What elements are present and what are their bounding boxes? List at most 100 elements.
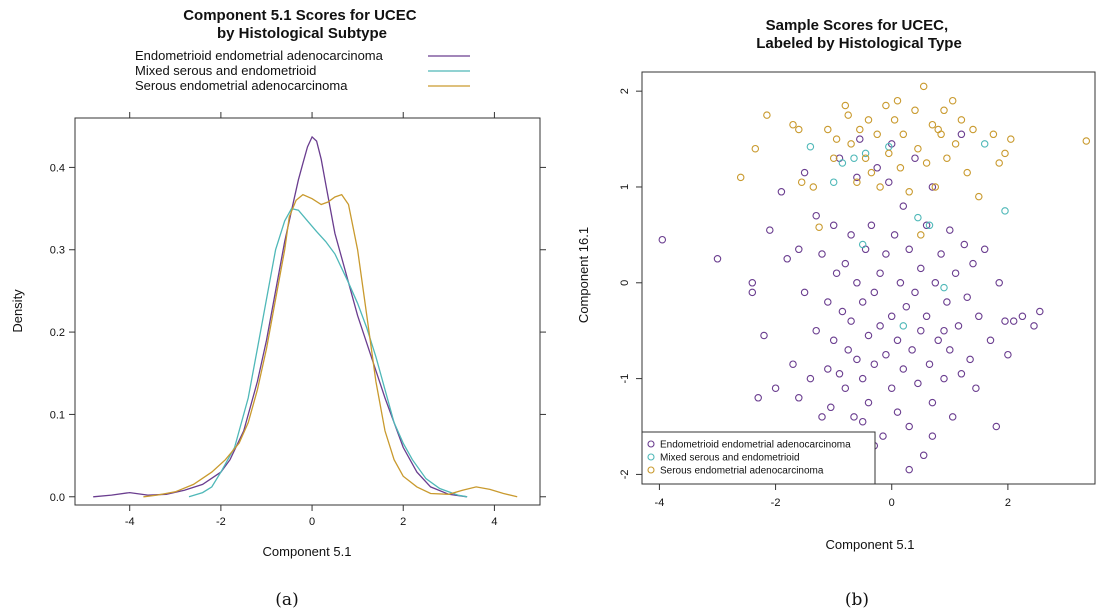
scatter-point-serous-endometrial-adenocarcinoma bbox=[914, 144, 922, 153]
scatter-point-serous-endometrial-adenocarcinoma bbox=[948, 96, 957, 105]
legend-label-serous-endometrial-adenocarcinoma: Serous endometrial adenocarcinoma bbox=[135, 78, 348, 93]
scatter-point-endometrioid-endometrial-adenocarcinoma bbox=[858, 417, 867, 426]
scatter-point-endometrioid-endometrial-adenocarcinoma bbox=[905, 422, 913, 431]
scatter-point-endometrioid-endometrial-adenocarcinoma bbox=[841, 384, 850, 392]
density-chart-title-line-2: by Histological Subtype bbox=[217, 25, 387, 42]
scatter-point-serous-endometrial-adenocarcinoma bbox=[917, 231, 925, 239]
scatter-point-endometrioid-endometrial-adenocarcinoma bbox=[870, 360, 879, 368]
scatter-point-endometrioid-endometrial-adenocarcinoma bbox=[887, 384, 896, 392]
scatter-point-endometrioid-endometrial-adenocarcinoma bbox=[899, 365, 908, 373]
scatter-point-endometrioid-endometrial-adenocarcinoma bbox=[937, 250, 945, 258]
density-y-axis: 0.0 0.1 0.2 0.3 0.4 bbox=[50, 162, 546, 504]
y-tick-label: 0.3 bbox=[50, 245, 65, 257]
scatter-point-serous-endometrial-adenocarcinoma bbox=[844, 111, 852, 119]
scatter-point-endometrioid-endometrial-adenocarcinoma bbox=[1030, 322, 1038, 330]
scatter-point-serous-endometrial-adenocarcinoma bbox=[951, 140, 960, 148]
scatter-point-endometrioid-endometrial-adenocarcinoma bbox=[905, 465, 913, 474]
scatter-point-endometrioid-endometrial-adenocarcinoma bbox=[847, 317, 855, 325]
scatter-point-endometrioid-endometrial-adenocarcinoma bbox=[844, 346, 852, 354]
scatter-point-endometrioid-endometrial-adenocarcinoma bbox=[943, 298, 951, 306]
scatter-point-mixed-serous-and-endometrioid bbox=[861, 149, 870, 158]
scatter-point-endometrioid-endometrial-adenocarcinoma bbox=[914, 379, 922, 388]
scatter-point-endometrioid-endometrial-adenocarcinoma bbox=[896, 279, 905, 287]
density-chart-panel: Component 5.1 Scores for UCEC by Histolo… bbox=[10, 7, 546, 610]
scatter-point-endometrioid-endometrial-adenocarcinoma bbox=[922, 312, 931, 321]
x-tick-label: -2 bbox=[771, 497, 781, 509]
scatter-point-endometrioid-endometrial-adenocarcinoma bbox=[948, 413, 957, 421]
scatter-point-endometrioid-endometrial-adenocarcinoma bbox=[946, 226, 954, 234]
scatter-point-endometrioid-endometrial-adenocarcinoma bbox=[806, 374, 815, 383]
scatter-point-endometrioid-endometrial-adenocarcinoma bbox=[861, 245, 870, 254]
scatter-point-serous-endometrial-adenocarcinoma bbox=[751, 144, 760, 153]
scatter-point-mixed-serous-and-endometrioid bbox=[806, 142, 815, 151]
scatter-chart-caption: (b) bbox=[845, 590, 869, 610]
scatter-point-serous-endometrial-adenocarcinoma bbox=[919, 82, 928, 91]
scatter-point-endometrioid-endometrial-adenocarcinoma bbox=[963, 293, 971, 301]
scatter-point-serous-endometrial-adenocarcinoma bbox=[876, 183, 884, 191]
y-tick-label: 0.2 bbox=[50, 327, 65, 339]
x-tick-label: -2 bbox=[216, 516, 226, 528]
scatter-point-endometrioid-endometrial-adenocarcinoma bbox=[864, 398, 873, 407]
scatter-point-endometrioid-endometrial-adenocarcinoma bbox=[879, 432, 887, 440]
scatter-point-endometrioid-endometrial-adenocarcinoma bbox=[1018, 312, 1027, 321]
scatter-chart-title: Sample Scores for UCEC, Labeled by Histo… bbox=[756, 17, 962, 52]
scatter-point-endometrioid-endometrial-adenocarcinoma bbox=[882, 350, 890, 359]
scatter-point-serous-endometrial-adenocarcinoma bbox=[847, 140, 855, 148]
scatter-y-axis-title: Component 16.1 bbox=[576, 227, 591, 323]
legend-label-endometrioid-endometrial-adenocarcinoma: Endometrioid endometrial adenocarcinoma bbox=[135, 48, 384, 63]
scatter-point-serous-endometrial-adenocarcinoma bbox=[890, 116, 899, 124]
scatter-point-endometrioid-endometrial-adenocarcinoma bbox=[850, 413, 858, 421]
scatter-point-endometrioid-endometrial-adenocarcinoma bbox=[800, 288, 809, 297]
legend-marker-mixed-serous-and-endometrioid bbox=[647, 453, 655, 461]
scatter-point-endometrioid-endometrial-adenocarcinoma bbox=[893, 408, 902, 416]
scatter-point-endometrioid-endometrial-adenocarcinoma bbox=[795, 394, 803, 402]
scatter-x-axis-title: Component 5.1 bbox=[826, 537, 915, 552]
x-tick-label: 2 bbox=[1005, 497, 1011, 509]
density-chart-caption: (a) bbox=[275, 590, 298, 610]
scatter-point-serous-endometrial-adenocarcinoma bbox=[928, 120, 937, 129]
scatter-point-endometrioid-endometrial-adenocarcinoma bbox=[986, 336, 995, 345]
scatter-point-endometrioid-endometrial-adenocarcinoma bbox=[827, 403, 835, 412]
scatter-point-serous-endometrial-adenocarcinoma bbox=[931, 183, 940, 191]
scatter-point-serous-endometrial-adenocarcinoma bbox=[815, 223, 823, 231]
legend-marker-serous-endometrial-adenocarcinoma bbox=[647, 466, 655, 474]
scatter-point-endometrioid-endometrial-adenocarcinoma bbox=[1036, 307, 1044, 316]
y-tick-label: 0 bbox=[619, 280, 631, 286]
x-tick-label: 0 bbox=[889, 497, 895, 509]
scatter-point-endometrioid-endometrial-adenocarcinoma bbox=[905, 245, 913, 254]
scatter-point-serous-endometrial-adenocarcinoma bbox=[975, 192, 983, 201]
scatter-point-endometrioid-endometrial-adenocarcinoma bbox=[899, 202, 908, 210]
scatter-point-serous-endometrial-adenocarcinoma bbox=[995, 159, 1003, 167]
scatter-point-serous-endometrial-adenocarcinoma bbox=[864, 116, 873, 124]
scatter-point-endometrioid-endometrial-adenocarcinoma bbox=[917, 264, 925, 273]
scatter-point-endometrioid-endometrial-adenocarcinoma bbox=[969, 259, 977, 268]
y-tick-label: 2 bbox=[619, 88, 631, 94]
scatter-point-endometrioid-endometrial-adenocarcinoma bbox=[908, 346, 916, 354]
scatter-y-axis: -2 -1 0 1 2 bbox=[619, 88, 642, 479]
scatter-point-mixed-serous-and-endometrioid bbox=[940, 283, 948, 292]
x-tick-label: 2 bbox=[400, 516, 406, 528]
y-tick-label: 0.4 bbox=[50, 162, 65, 174]
scatter-point-endometrioid-endometrial-adenocarcinoma bbox=[853, 173, 861, 182]
scatter-point-endometrioid-endometrial-adenocarcinoma bbox=[870, 288, 879, 297]
scatter-point-serous-endometrial-adenocarcinoma bbox=[905, 188, 913, 196]
scatter-point-serous-endometrial-adenocarcinoma bbox=[963, 168, 971, 177]
scatter-points bbox=[658, 82, 1091, 474]
density-curves bbox=[93, 135, 518, 498]
scatter-point-endometrioid-endometrial-adenocarcinoma bbox=[748, 288, 757, 297]
scatter-point-endometrioid-endometrial-adenocarcinoma bbox=[911, 288, 919, 297]
scatter-point-serous-endometrial-adenocarcinoma bbox=[940, 106, 948, 115]
scatter-point-endometrioid-endometrial-adenocarcinoma bbox=[957, 370, 966, 378]
scatter-point-endometrioid-endometrial-adenocarcinoma bbox=[812, 326, 820, 335]
scatter-point-endometrioid-endometrial-adenocarcinoma bbox=[841, 259, 850, 268]
scatter-point-serous-endometrial-adenocarcinoma bbox=[789, 120, 797, 129]
scatter-point-endometrioid-endometrial-adenocarcinoma bbox=[928, 183, 937, 191]
scatter-point-serous-endometrial-adenocarcinoma bbox=[795, 125, 803, 134]
scatter-point-serous-endometrial-adenocarcinoma bbox=[809, 183, 818, 191]
density-x-axis: -4 -2 0 2 4 bbox=[125, 112, 497, 528]
scatter-point-endometrioid-endometrial-adenocarcinoma bbox=[951, 269, 960, 277]
scatter-point-endometrioid-endometrial-adenocarcinoma bbox=[856, 135, 864, 143]
scatter-point-endometrioid-endometrial-adenocarcinoma bbox=[954, 322, 963, 330]
scatter-point-serous-endometrial-adenocarcinoma bbox=[824, 125, 832, 134]
scatter-point-endometrioid-endometrial-adenocarcinoma bbox=[1001, 317, 1009, 325]
